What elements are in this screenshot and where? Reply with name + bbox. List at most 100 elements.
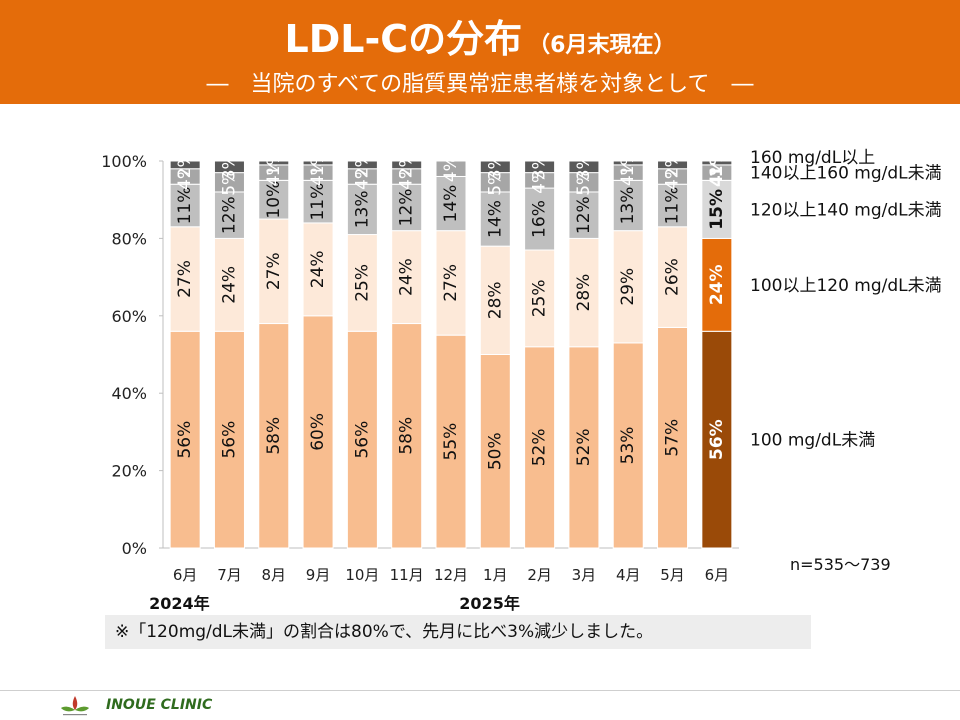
legend-item: 160 mg/dL以上 [750,148,875,168]
data-label: 56% [707,419,727,460]
data-label: 52% [574,428,594,466]
data-label: 26% [663,258,683,296]
y-tick-label: 60% [111,307,147,326]
bar-segment [258,179,290,220]
page-subtitle: ― 当院のすべての脂質異常症患者様を対象として ― [206,72,754,97]
data-label: 56% [219,421,239,459]
data-label: 4% [530,167,550,194]
y-tick-label: 100% [101,152,147,171]
bar-segment [568,237,600,348]
bar-segment [258,218,290,325]
bar-segment [701,179,733,239]
bar-segment [612,342,644,549]
x-tick-label: 8月 [261,566,286,584]
data-label: 4% [707,158,727,187]
data-label: 2% [397,151,417,178]
data-label: 14% [441,185,461,223]
year-label: 2024年 [149,594,210,613]
bar-segment [479,160,511,174]
bar-segment [524,160,556,174]
data-label: 5% [219,169,239,196]
x-tick-label: 7月 [217,566,242,584]
data-label: 4% [618,159,638,186]
legend-item: 100 mg/dL未満 [750,431,875,451]
data-label: 27% [441,264,461,302]
legend-item: 120以上140 mg/dL未満 [750,200,942,220]
bar-segment [346,160,378,170]
data-label: 1% [308,149,328,176]
y-tick-label: 40% [111,384,147,403]
data-label: 2% [175,151,195,178]
summary-note: ※「120mg/dL未満」の割合は80%で、先月に比べ3%減少しました。 [105,615,811,649]
x-tick-label: 2月 [527,566,552,584]
bar-segment [479,245,511,355]
data-label: 28% [574,274,594,312]
data-label: 52% [530,428,550,466]
y-tick-label: 80% [111,229,147,248]
bar-segment [391,323,423,549]
data-label: 3% [485,153,505,180]
bar-segment [657,160,689,170]
data-label: 4% [175,163,195,190]
bar-segment [479,191,511,247]
bar-segment [524,346,556,549]
data-label: 58% [397,417,417,455]
data-label: 4% [352,163,372,190]
bar-segment [302,160,334,166]
data-label: 28% [485,281,505,319]
data-label: 12% [219,196,239,234]
data-label: 4% [397,163,417,190]
data-label: 1% [264,149,284,176]
data-label: 1% [618,149,638,176]
data-label: 25% [530,279,550,317]
data-label: 4% [441,155,461,182]
bar-segment [568,191,600,239]
data-label: 15% [707,189,727,230]
x-tick-label: 9月 [306,566,331,584]
bar-segment [701,237,733,332]
x-tick-label: 6月 [173,566,198,584]
bar-segment [612,160,644,166]
bar-segment [258,160,290,166]
x-tick-label: 10月 [345,566,379,584]
bar-segment [346,330,378,549]
bar-segment [391,160,423,170]
data-label: 16% [530,200,550,238]
data-label: 55% [441,423,461,461]
data-label: 60% [308,413,328,451]
data-label: 14% [485,200,505,238]
bar-segment [169,226,201,332]
title-main: LDL-Cの分布 [284,17,523,61]
title-paren: （6月末現在） [528,33,676,58]
bar-segment [169,160,201,170]
footer-divider [0,690,960,691]
bar-segment [435,160,467,177]
bar-segment [612,230,644,344]
bar-segment [701,160,733,166]
bar-segment [524,187,556,251]
data-label: 27% [264,252,284,290]
data-label: 2% [663,151,683,178]
bar-segment [391,183,423,232]
sample-size-label: n=535～739 [790,555,891,574]
data-label: 10% [264,181,284,219]
x-tick-label: 12月 [434,566,468,584]
bar-segment [213,191,245,239]
clinic-logo-icon [61,696,89,716]
bar-segment [657,183,689,228]
data-label: 12% [574,196,594,234]
data-label: 24% [707,264,727,305]
x-tick-label: 3月 [572,566,597,584]
x-tick-label: 4月 [616,566,641,584]
data-label: 50% [485,432,505,470]
data-label: 56% [352,421,372,459]
data-label: 5% [574,169,594,196]
bar-segment [612,179,644,232]
x-tick-label: 11月 [390,566,424,584]
x-tick-label: 5月 [660,566,685,584]
data-label: 27% [175,260,195,298]
bar-segment [302,179,334,224]
data-label: 12% [397,189,417,227]
bar-segment [479,354,511,549]
bar-segment [568,160,600,174]
